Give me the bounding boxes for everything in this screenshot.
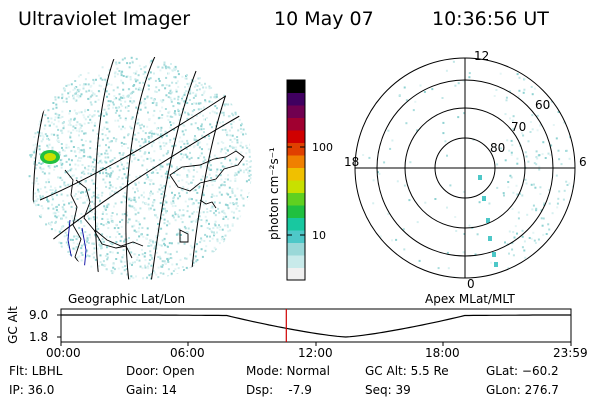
alt-xtick-0600: 06:00 — [170, 346, 205, 360]
info-gain: Gain: 14 — [126, 383, 177, 397]
color-bar — [286, 79, 306, 281]
info-door: Door: Open — [126, 364, 195, 378]
mlt-label-0: 0 — [467, 277, 475, 291]
info-seq: Seq: 39 — [365, 383, 411, 397]
left-panel-label: Geographic Lat/Lon — [68, 292, 186, 306]
colorbar-swatch — [287, 255, 305, 268]
colorbar-swatch — [287, 105, 305, 118]
polar-grid — [354, 57, 576, 279]
info-glon: GLon: 276.7 — [486, 383, 559, 397]
alt-xtick-1800: 18:00 — [425, 346, 460, 360]
colorbar-tick-label-10: 10 — [312, 229, 326, 242]
alt-x-ticks — [60, 342, 572, 346]
alt-ytick-top: 9.0 — [29, 308, 49, 322]
date-label: 10 May 07 — [274, 8, 374, 30]
alt-xtick-0000: 00:00 — [46, 346, 81, 360]
colorbar-swatch — [287, 217, 305, 231]
colorbar-swatch — [287, 242, 305, 256]
colorbar-swatch — [287, 155, 305, 168]
alt-xtick-2359: 23:59 — [553, 346, 588, 360]
alt-ylabel: GC Alt — [5, 306, 20, 344]
alt-xtick-1200: 12:00 — [298, 346, 333, 360]
time-label: 10:36:56 UT — [432, 8, 549, 30]
polar-plot — [354, 57, 576, 279]
colorbar-swatch — [287, 180, 305, 193]
mlt-label-12: 12 — [474, 49, 489, 63]
info-flt: Flt: LBHL — [9, 364, 63, 378]
colorbar-label: photon cm⁻²s⁻¹ — [267, 147, 281, 240]
colorbar-swatch — [287, 205, 305, 218]
colorbar-swatch — [287, 117, 305, 131]
info-gcalt: GC Alt: 5.5 Re — [365, 364, 449, 378]
mlat-label-60: 60 — [535, 98, 550, 112]
mlt-label-18: 18 — [344, 155, 359, 169]
instrument-title: Ultraviolet Imager — [18, 8, 191, 30]
info-glat: GLat: −60.2 — [486, 364, 559, 378]
colorbar-swatch — [287, 230, 305, 243]
right-emission-speckle — [362, 60, 575, 278]
info-ip: IP: 36.0 — [9, 383, 55, 397]
info-dsp: Dsp: -7.9 — [246, 383, 312, 397]
info-mode: Mode: Normal — [246, 364, 330, 378]
colorbar-swatch — [287, 92, 305, 106]
geographic-image — [28, 56, 252, 280]
emission-hotspot-core — [44, 153, 56, 161]
mlat-label-70: 70 — [511, 120, 526, 134]
colorbar-tick-label-100: 100 — [312, 141, 333, 154]
colorbar-swatch — [287, 80, 305, 93]
colorbar-swatch — [287, 192, 305, 206]
mlt-label-6: 6 — [579, 155, 587, 169]
mlat-label-80: 80 — [490, 141, 505, 155]
altitude-curve — [61, 314, 571, 338]
colorbar-swatch — [287, 167, 305, 181]
altitude-plot — [57, 308, 572, 346]
colorbar-swatch — [287, 267, 305, 281]
colorbar-swatch — [287, 130, 305, 143]
right-panel-label: Apex MLat/MLT — [425, 292, 515, 306]
alt-ytick-bottom: 1.8 — [29, 330, 49, 344]
colorbar-swatch — [287, 142, 305, 156]
